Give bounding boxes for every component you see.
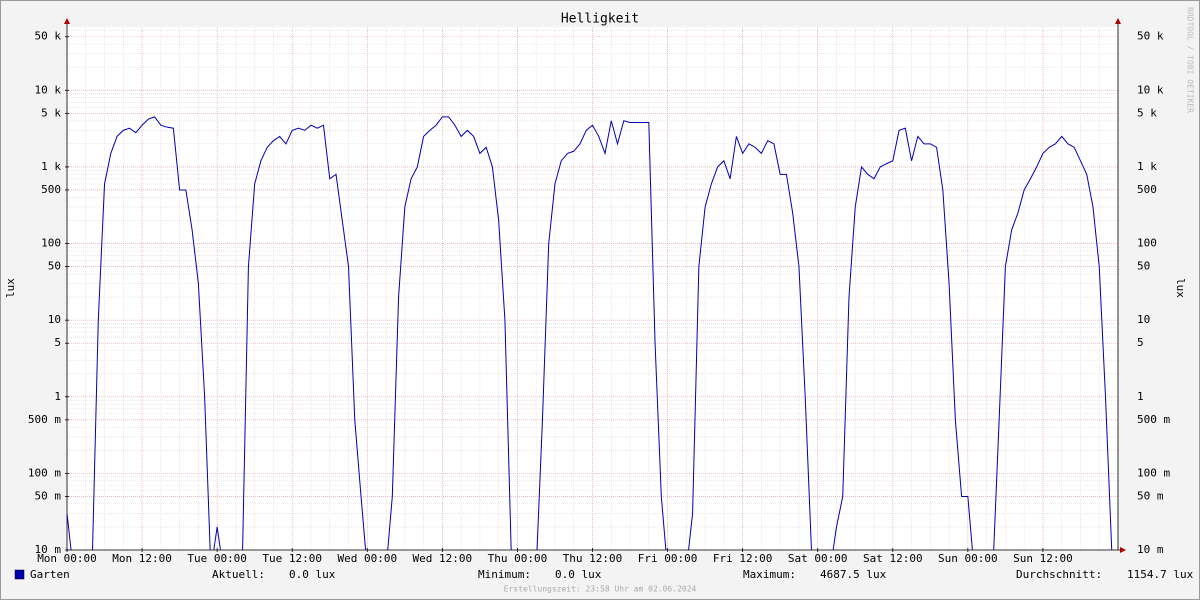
x-tick-label: Tue 12:00 [262, 552, 322, 565]
footer: Erstellungszeit: 23:58 Uhr am 02.06.2024 [504, 585, 697, 594]
y-tick-label: 10 m [35, 543, 62, 556]
y-tick-label: 5 k [41, 106, 61, 119]
y-axis-label-right: lux [1174, 278, 1187, 298]
y-tick-label-right: 50 [1137, 260, 1150, 273]
y-tick-label: 100 [41, 237, 61, 250]
stat-label: Aktuell: [212, 568, 265, 581]
stat-value: 4687.5 lux [820, 568, 887, 581]
y-tick-label-right: 5 k [1137, 106, 1157, 119]
y-tick-label-right: 100 m [1137, 466, 1170, 479]
x-tick-label: Sun 00:00 [938, 552, 998, 565]
y-tick-label: 10 [48, 313, 61, 326]
stat-value: 1154.7 lux [1127, 568, 1194, 581]
x-tick-label: Wed 12:00 [413, 552, 473, 565]
y-tick-label: 1 [54, 390, 61, 403]
x-tick-label: Mon 12:00 [112, 552, 172, 565]
legend-swatch [14, 569, 25, 580]
y-tick-label: 500 m [28, 413, 61, 426]
watermark: RRDTOOL / TOBI OETIKER [1186, 7, 1195, 113]
y-axis-label: lux [4, 278, 17, 298]
legend-label: Garten [30, 568, 70, 581]
y-tick-label-right: 100 [1137, 237, 1157, 250]
y-tick-label-right: 50 k [1137, 30, 1164, 43]
y-tick-label-right: 10 [1137, 313, 1150, 326]
x-tick-label: Thu 00:00 [488, 552, 548, 565]
stat-value: 0.0 lux [555, 568, 602, 581]
y-tick-label-right: 1 k [1137, 160, 1157, 173]
y-tick-label-right: 500 [1137, 183, 1157, 196]
plot-area [67, 27, 1118, 550]
x-tick-label: Thu 12:00 [563, 552, 623, 565]
y-tick-label: 50 [48, 260, 61, 273]
chart-title: Helligkeit [561, 12, 639, 27]
stat-label: Minimum: [478, 568, 531, 581]
y-tick-label: 1 k [41, 160, 61, 173]
y-tick-label: 50 m [35, 489, 62, 502]
stat-label: Durchschnitt: [1016, 568, 1102, 581]
stat-label: Maximum: [743, 568, 796, 581]
x-tick-label: Tue 00:00 [187, 552, 247, 565]
y-tick-label-right: 1 [1137, 390, 1144, 403]
y-tick-label-right: 5 [1137, 336, 1144, 349]
x-tick-label: Sat 12:00 [863, 552, 923, 565]
y-tick-label: 100 m [28, 466, 61, 479]
axis-arrow [64, 18, 70, 24]
y-tick-label-right: 10 k [1137, 83, 1164, 96]
x-tick-label: Sat 00:00 [788, 552, 848, 565]
y-tick-label: 500 [41, 183, 61, 196]
y-tick-label: 10 k [35, 83, 62, 96]
x-tick-label: Sun 12:00 [1013, 552, 1073, 565]
y-tick-label: 50 k [35, 30, 62, 43]
y-tick-label-right: 500 m [1137, 413, 1170, 426]
y-tick-label-right: 10 m [1137, 543, 1164, 556]
y-tick-label-right: 50 m [1137, 489, 1164, 502]
x-tick-label: Fri 00:00 [638, 552, 698, 565]
axis-arrow [1120, 547, 1126, 553]
x-tick-label: Fri 12:00 [713, 552, 773, 565]
axis-arrow [1115, 18, 1121, 24]
stat-value: 0.0 lux [289, 568, 336, 581]
x-tick-label: Wed 00:00 [337, 552, 397, 565]
x-tick-label: Mon 00:00 [37, 552, 97, 565]
data-line [67, 116, 1113, 550]
y-tick-label: 5 [54, 336, 61, 349]
